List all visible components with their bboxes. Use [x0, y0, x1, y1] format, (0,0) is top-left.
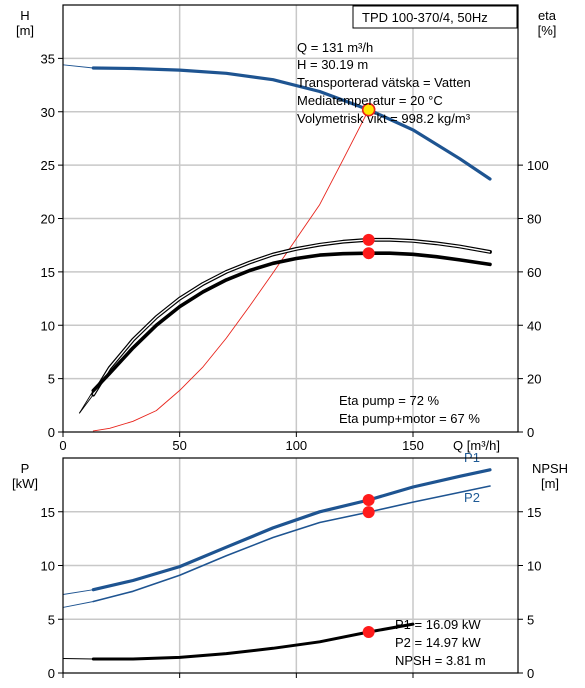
xtick-label: 50 [172, 438, 186, 453]
top-xlabel: Q [m³/h] [453, 438, 500, 453]
info-head: H = 30.19 m [297, 57, 368, 72]
info-flow: Q = 131 m³/h [297, 40, 373, 55]
series-P2 [92, 485, 491, 603]
bottom-markers [362, 494, 375, 639]
xtick-label: 0 [59, 438, 66, 453]
ytick-right-label: 60 [527, 265, 541, 280]
ytick-right-label: 0 [527, 666, 534, 681]
info-npsh: NPSH = 3.81 m [395, 653, 486, 668]
ytick-right-label: 10 [527, 559, 541, 574]
top-series [62, 64, 492, 432]
bottom-series: P1 P2 [62, 450, 492, 661]
ytick-right-label: 20 [527, 372, 541, 387]
info-p2: P2 = 14.97 kW [395, 635, 481, 650]
series-P2-extension [62, 601, 94, 608]
series-eta_pump-inner [92, 239, 491, 395]
marker-duty-point [361, 102, 376, 117]
ytick-left-label: 10 [41, 559, 55, 574]
ytick-right-label: 5 [527, 612, 534, 627]
ytick-left-label: 5 [48, 612, 55, 627]
series-label-P2: P2 [464, 490, 480, 505]
ytick-left-label: 0 [48, 425, 55, 440]
bottom-plot-frame [62, 457, 519, 674]
ytick-right-label: 40 [527, 318, 541, 333]
ytick-right-label: 0 [527, 425, 534, 440]
series-head [91, 66, 492, 181]
bottom-grid [63, 458, 518, 673]
top-ylabel-left-line2: [m] [16, 23, 34, 38]
ytick-right-label: 80 [527, 212, 541, 227]
top-plot-frame [62, 4, 519, 433]
info-liquid: Transporterad vätska = Vatten [297, 75, 471, 90]
ytick-left-label: 15 [41, 505, 55, 520]
ytick-left-label: 20 [41, 212, 55, 227]
series-P1-extension [62, 589, 94, 595]
ytick-left-label: 0 [48, 666, 55, 681]
title-box [352, 5, 518, 29]
bottom-ylabel-right-line2: [m] [541, 476, 559, 491]
chart-title: TPD 100-370/4, 50Hz [362, 10, 488, 25]
series-P1 [91, 468, 492, 592]
info-density: Volymetrisk vikt = 998.2 kg/m³ [297, 111, 471, 126]
top-ticks: 0 5 10 15 20 25 30 35 0 20 40 60 80 100 0 50 100 150 [41, 51, 549, 453]
ytick-left-label: 25 [41, 158, 55, 173]
bottom-ylabel-left-line1: P [21, 461, 30, 476]
bottom-panel: 0 5 10 15 0 5 10 15 P1 P2 P [kW] NPSH [m] P1 = 1… [12, 450, 568, 681]
ytick-right-label: 100 [527, 158, 549, 173]
marker-npsh-point [362, 626, 375, 639]
series-NPSH-extension [62, 658, 94, 660]
ytick-left-label: 35 [41, 51, 55, 66]
bottom-ylabel-left-line2: [kW] [12, 476, 38, 491]
ytick-left-label: 10 [41, 318, 55, 333]
top-ylabel-right-line2: [%] [538, 23, 557, 38]
series-system [92, 109, 370, 432]
top-markers [361, 102, 376, 260]
ytick-left-label: 30 [41, 105, 55, 120]
ytick-left-label: 15 [41, 265, 55, 280]
xtick-label: 150 [402, 438, 424, 453]
top-grid [63, 5, 518, 432]
ytick-right-label: 15 [527, 505, 541, 520]
top-ylabel-left-line1: H [20, 8, 29, 23]
marker-eta-pump-point [362, 233, 375, 246]
marker-p1-point [362, 494, 375, 507]
marker-eta-motor-point [362, 247, 375, 260]
series-eta_pump_motor [91, 251, 492, 393]
series-NPSH [91, 622, 415, 661]
xtick-label: 100 [285, 438, 307, 453]
info-eta-pump-motor: Eta pump+motor = 67 % [339, 411, 480, 426]
series-head-extension [62, 64, 94, 69]
ytick-left-label: 5 [48, 372, 55, 387]
bottom-ylabel-right-line1: NPSH [532, 461, 568, 476]
info-eta-pump: Eta pump = 72 % [339, 393, 440, 408]
marker-p2-point [362, 506, 375, 519]
top-ylabel-right-line1: eta [538, 8, 557, 23]
info-temperature: Mediatemperatur = 20 °C [297, 93, 443, 108]
bottom-ticks: 0 5 10 15 0 5 10 15 [41, 505, 542, 681]
series-eta_pump_motor-extension [78, 390, 94, 414]
top-panel: 0 5 10 15 20 25 30 35 0 20 40 60 80 100 0 50 100 150 H [m… [16, 4, 557, 453]
series-label-P1: P1 [464, 450, 480, 465]
info-p1: P1 = 16.09 kW [395, 617, 481, 632]
